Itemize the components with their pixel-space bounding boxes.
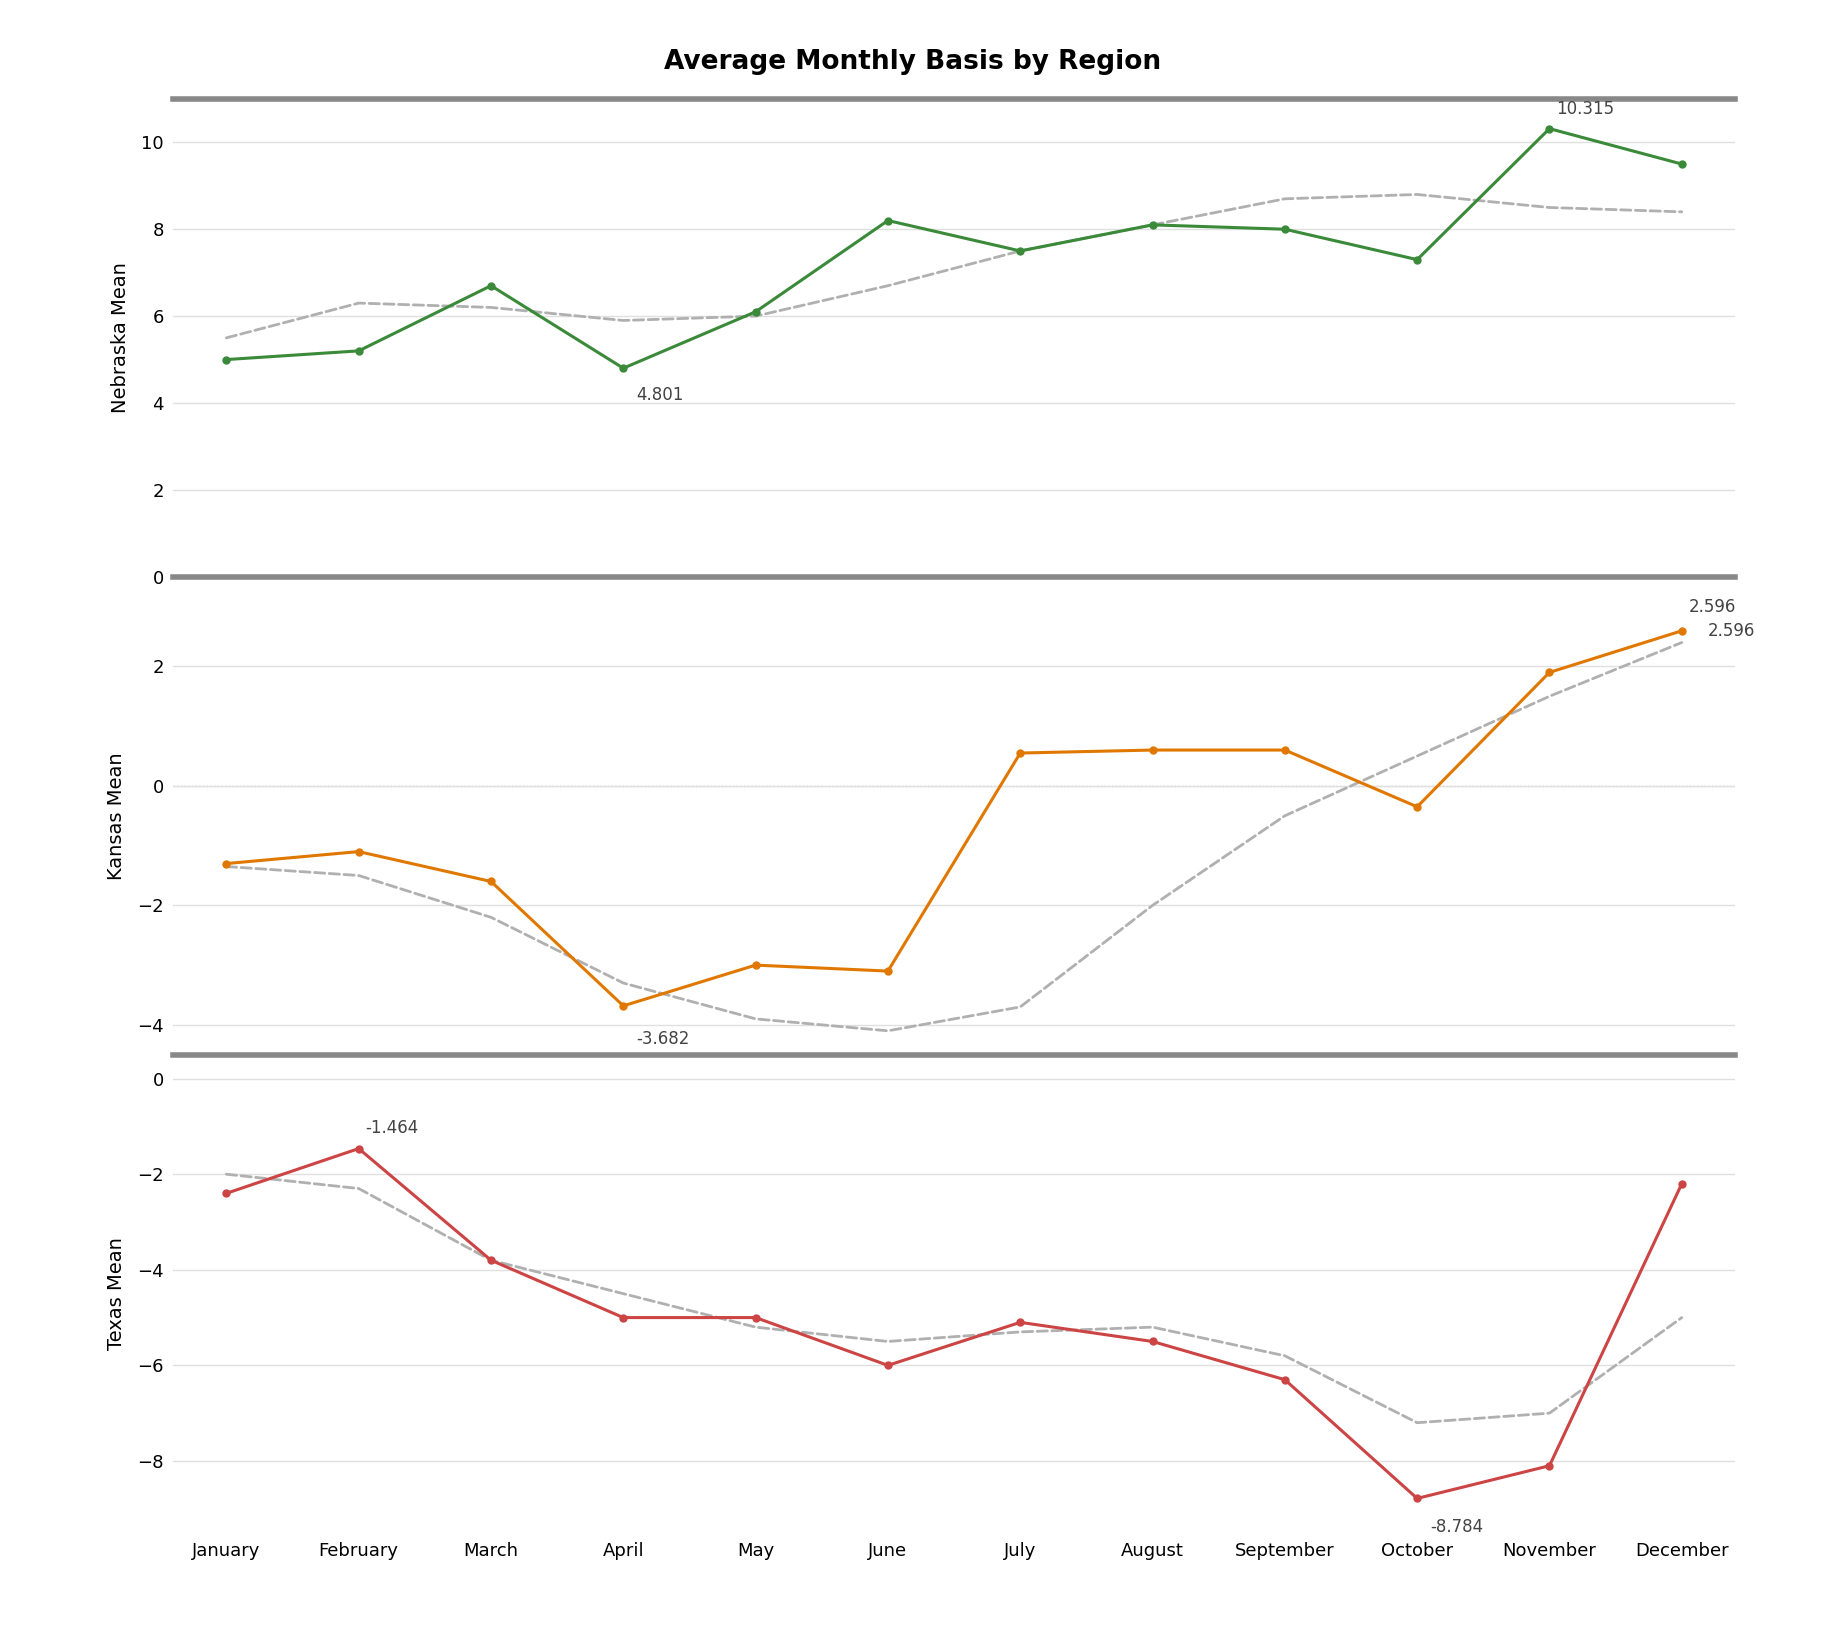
Text: Average Monthly Basis by Region: Average Monthly Basis by Region — [665, 49, 1161, 76]
Y-axis label: Kansas Mean: Kansas Mean — [108, 751, 126, 880]
Text: 10.315: 10.315 — [1556, 101, 1614, 117]
Text: 2.596: 2.596 — [1689, 598, 1737, 616]
Text: -1.464: -1.464 — [365, 1119, 418, 1137]
Text: 2.596: 2.596 — [1709, 621, 1755, 639]
Text: -3.682: -3.682 — [637, 1030, 690, 1048]
Y-axis label: Texas Mean: Texas Mean — [108, 1238, 126, 1350]
Text: -8.784: -8.784 — [1430, 1518, 1483, 1536]
Text: 4.801: 4.801 — [637, 386, 685, 404]
Y-axis label: Nebraska Mean: Nebraska Mean — [111, 262, 130, 414]
